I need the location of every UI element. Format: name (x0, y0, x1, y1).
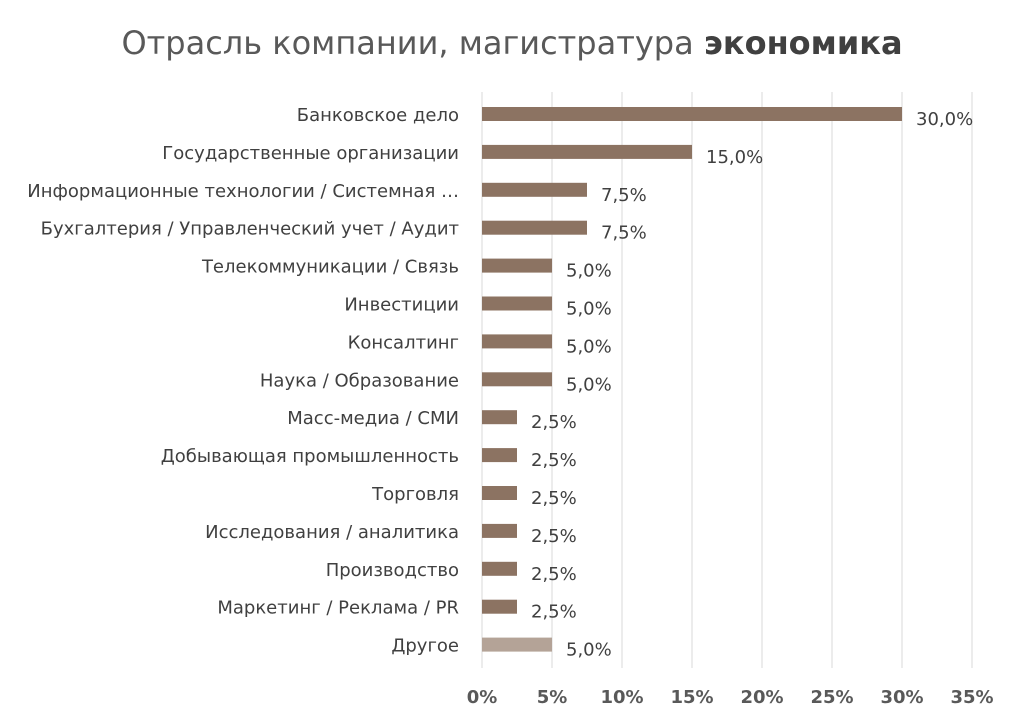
grid-lines (481, 92, 973, 668)
category-label: Телекоммуникации / Связь (201, 257, 459, 278)
bar (482, 486, 517, 500)
bar (482, 599, 517, 614)
category-label: Маркетинг / Реклама / PR (217, 598, 459, 619)
category-label: Информационные технологии / Системная … (27, 181, 459, 202)
bar (482, 258, 552, 273)
x-tick-label: 20% (740, 687, 783, 708)
bar (482, 372, 552, 387)
data-label: 5,0% (566, 640, 612, 661)
x-axis-tick-labels: 0% 5% 10% 15% 20% 25% 30% 35% (467, 687, 994, 708)
chart-title-text: Отрасль компании, магистратура (121, 24, 704, 62)
bar (482, 334, 552, 349)
data-label: 5,0% (566, 336, 612, 357)
x-tick-label: 5% (537, 687, 568, 708)
category-label: Добывающая промышленность (161, 446, 459, 467)
category-label: Другое (391, 636, 459, 657)
x-tick-label: 35% (950, 687, 993, 708)
bars (482, 107, 902, 652)
category-label: Исследования / аналитика (205, 522, 459, 543)
category-label: Наука / Образование (260, 370, 459, 391)
data-label: 2,5% (531, 526, 577, 547)
category-label: Государственные организации (162, 143, 459, 164)
bar (482, 561, 517, 576)
data-label: 15,0% (706, 147, 763, 168)
bar (482, 296, 552, 311)
bar (482, 448, 517, 463)
bar (482, 637, 552, 652)
bar (482, 523, 517, 538)
data-labels: 30,0% 15,0% 7,5% 7,5% 5,0% 5,0% 5,0% 5,0% 2,5% 2,… (531, 109, 973, 661)
category-label: Бухгалтерия / Управленческий учет / Ауди… (41, 219, 459, 240)
data-label: 5,0% (566, 299, 612, 320)
chart-title: Отрасль компании, магистратура экономика (0, 24, 1024, 62)
category-label: Инвестиции (344, 295, 459, 316)
bar (482, 107, 902, 121)
data-label: 5,0% (566, 374, 612, 395)
data-label: 2,5% (531, 488, 577, 509)
data-label: 30,0% (916, 109, 973, 130)
category-label: Консалтинг (348, 332, 459, 353)
data-label: 5,0% (566, 261, 612, 282)
x-tick-label: 15% (670, 687, 713, 708)
data-label: 7,5% (601, 185, 647, 206)
bar (482, 144, 692, 159)
category-label: Торговля (371, 484, 459, 505)
category-label: Масс-медиа / СМИ (287, 408, 459, 429)
data-label: 2,5% (531, 412, 577, 433)
x-tick-label: 0% (467, 687, 498, 708)
x-tick-label: 25% (810, 687, 853, 708)
x-tick-label: 10% (600, 687, 643, 708)
data-label: 2,5% (531, 602, 577, 623)
bar (482, 220, 587, 235)
data-label: 7,5% (601, 223, 647, 244)
data-label: 2,5% (531, 450, 577, 471)
data-label: 2,5% (531, 564, 577, 585)
bar (482, 182, 587, 197)
category-label: Банковское дело (297, 105, 459, 126)
chart-title-bold: экономика (703, 24, 903, 62)
x-tick-label: 30% (880, 687, 923, 708)
bar (482, 410, 517, 425)
category-label: Производство (326, 560, 459, 581)
category-labels: Банковское дело Государственные организац… (27, 105, 459, 657)
